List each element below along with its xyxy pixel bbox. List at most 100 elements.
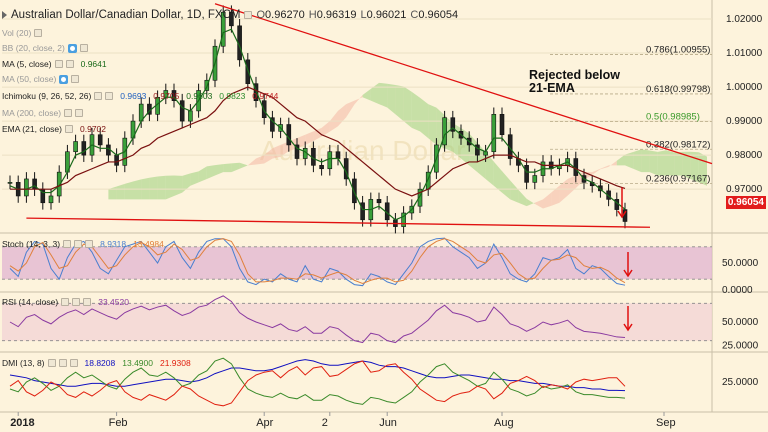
candle-body (7, 182, 13, 184)
legend-ema21[interactable]: EMA (21, close) 0.9702 (2, 124, 106, 134)
legend-stoch[interactable]: Stoch (14, 3, 3) 8.9318 13.4984 (2, 239, 164, 249)
dmi-toggle-icon[interactable] (58, 359, 67, 367)
ichimoku-cloud-segment (206, 165, 215, 179)
ichimoku-cloud-segment (165, 175, 174, 200)
indicator-tick-label: 0.0000 (722, 285, 753, 296)
ichimoku-cloud-segment (116, 183, 125, 200)
candle-body (442, 117, 447, 146)
bb-settings-icon[interactable] (67, 43, 77, 53)
candle-body (524, 165, 529, 183)
ichimoku-cloud-segment (387, 83, 396, 115)
fib-level-label: 0.786(1.00955) (646, 45, 710, 56)
dmi-minus-line (9, 360, 626, 407)
x-axis-label: 2 (322, 417, 328, 429)
candle-body (319, 165, 324, 170)
candle-body (56, 171, 62, 197)
rsi-toggle-icon[interactable] (72, 298, 81, 306)
ichimoku-cloud-segment (502, 171, 511, 200)
price-tick-label: 1.01000 (726, 48, 763, 59)
candle-body (286, 124, 292, 146)
stoch-menu-icon[interactable] (63, 240, 72, 248)
legend-vol[interactable]: Vol (20) (2, 27, 43, 39)
ichimoku-cloud-segment (305, 131, 314, 145)
candle-body (179, 100, 185, 122)
support-trendline (26, 217, 651, 228)
ichimoku-cloud-segment (182, 173, 191, 193)
ichimoku-cloud-segment (108, 186, 117, 200)
ichimoku-cloud-segment (534, 199, 543, 209)
rsi-menu-icon[interactable] (61, 298, 70, 306)
candle-body (401, 212, 406, 227)
dmi-plus-line (9, 357, 626, 405)
candle-body (327, 151, 333, 170)
ichimoku-cloud-segment (682, 151, 691, 179)
candle-body (48, 195, 54, 204)
candle-body (352, 178, 357, 204)
ohlc-low: L0.96021 (360, 9, 407, 21)
ichimoku-cloud-segment (616, 154, 625, 166)
dmi-menu-icon[interactable] (47, 359, 56, 367)
fib-level-label: 0.618(0.99798) (646, 84, 710, 95)
candle-body (532, 175, 538, 183)
indicator-band (2, 303, 712, 341)
ma5-line (9, 28, 626, 221)
candle-body (188, 110, 193, 122)
price-tick-label: 0.98000 (726, 150, 763, 161)
ma200-menu-icon[interactable] (64, 109, 73, 117)
ma50-settings-icon[interactable] (59, 74, 69, 84)
ichimoku-cloud-segment (174, 175, 183, 196)
ichimoku-toggle-icon[interactable] (105, 92, 114, 100)
ema21-menu-icon[interactable] (65, 125, 73, 133)
candle-body (97, 134, 103, 146)
ma5-toggle-icon[interactable] (65, 60, 74, 68)
ma5-menu-icon[interactable] (54, 60, 63, 68)
bb-menu-icon[interactable] (79, 44, 88, 52)
x-axis-label: Feb (109, 417, 128, 429)
ichimoku-cloud-segment (239, 162, 248, 169)
candle-body (294, 144, 300, 159)
ichimoku-cloud-segment (256, 155, 265, 165)
ichimoku-cloud-segment (633, 149, 642, 173)
candle-body (499, 113, 505, 136)
stoch-d-line (9, 238, 626, 285)
candle-body (335, 151, 341, 159)
collapse-icon[interactable] (2, 11, 7, 19)
candle-body (491, 113, 497, 153)
ichimoku-cloud-segment (370, 82, 379, 105)
annotation-rejected: Rejected below 21-EMA (529, 68, 620, 95)
indicator-tick-label: 50.0000 (722, 258, 759, 269)
ichimoku-cloud-segment (600, 165, 609, 170)
current-price-tag: 0.96054 (725, 196, 766, 209)
legend-ma200[interactable]: MA (200, close) (2, 107, 84, 119)
candle-body (229, 11, 234, 27)
ohlc-close: C0.96054 (410, 9, 459, 21)
dmi-close-icon[interactable] (69, 359, 78, 367)
stoch-toggle-icon[interactable] (74, 240, 83, 248)
ma200-toggle-icon[interactable] (75, 109, 84, 117)
legend-ma5[interactable]: MA (5, close) 0.9641 (2, 59, 107, 69)
symbol-title[interactable]: Australian Dollar/Canadian Dollar, 1D, F… (11, 9, 241, 21)
legend-ichimoku[interactable]: Ichimoku (9, 26, 52, 26) 0.9693 0.9705 0… (2, 91, 279, 101)
fib-level-label: 0.382(0.98172) (646, 139, 710, 150)
legend-rsi[interactable]: RSI (14, close) 33.4520 (2, 297, 129, 307)
stoch-down-arrow-head (623, 269, 633, 278)
legend-bb[interactable]: BB (20, close, 2) (2, 42, 88, 54)
ma50-menu-icon[interactable] (71, 75, 80, 83)
indicator-tick-label: 50.0000 (722, 317, 759, 328)
legend-ma50[interactable]: MA (50, close) (2, 73, 80, 85)
stoch-close-icon[interactable] (85, 240, 94, 248)
vol-toggle-icon[interactable] (34, 29, 43, 37)
ichimoku-cloud-segment (321, 121, 330, 137)
ichimoku-cloud-segment (338, 104, 347, 127)
ichimoku-menu-icon[interactable] (94, 92, 103, 100)
rsi-close-icon[interactable] (83, 298, 92, 306)
ichimoku-cloud-segment (411, 91, 420, 132)
ohlc-high: H0.96319 (308, 9, 357, 21)
rsi-line (9, 295, 626, 344)
ichimoku-cloud-segment (493, 161, 502, 193)
title-settings-icon[interactable] (244, 11, 253, 19)
legend-dmi[interactable]: DMI (13, 8) 18.8208 13.4900 21.9308 (2, 358, 191, 368)
ichimoku-cloud-segment (428, 104, 437, 145)
ichimoku-cloud-segment (313, 127, 322, 141)
